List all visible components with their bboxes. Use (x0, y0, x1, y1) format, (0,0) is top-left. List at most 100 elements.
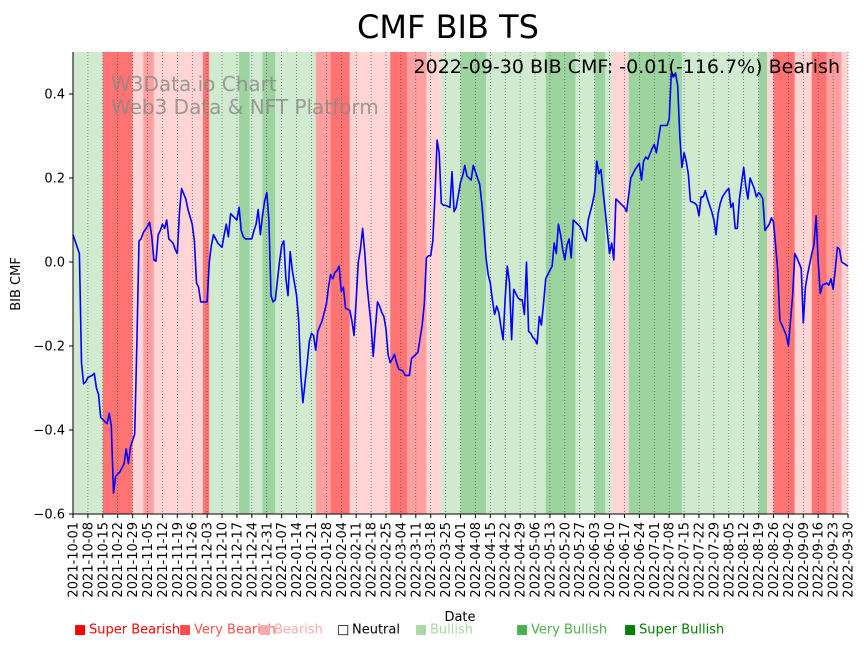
regime-band-36 (841, 52, 848, 514)
regime-band-22 (594, 52, 606, 514)
regime-band-29 (745, 52, 759, 514)
regime-band-25 (628, 52, 682, 514)
regime-band-6 (209, 52, 240, 514)
x-tick-label: 2021-10-15 (96, 522, 111, 598)
x-tick-label: 2022-09-30 (842, 522, 857, 598)
legend-label-1: Very Bearish (194, 623, 276, 638)
x-tick-label: 2022-05-27 (573, 522, 588, 598)
y-axis-label: BIB CMF (9, 257, 24, 311)
x-tick-label: 2021-12-24 (245, 522, 260, 598)
x-tick-label: 2022-05-13 (543, 522, 558, 598)
regime-band-7 (239, 52, 250, 514)
regime-band-20 (545, 52, 576, 514)
y-tick-label: −0.4 (33, 424, 65, 439)
regime-band-32 (773, 52, 795, 514)
x-tick-label: 2022-07-08 (663, 522, 678, 598)
x-tick-label: 2022-09-09 (797, 522, 812, 598)
regime-band-4 (153, 52, 203, 514)
regime-band-13 (349, 52, 391, 514)
x-tick-label: 2022-03-11 (409, 522, 424, 598)
regime-band-5 (202, 52, 210, 514)
regime-band-27 (701, 52, 729, 514)
x-tick-label: 2022-07-29 (707, 522, 722, 598)
x-tick-label: 2021-12-31 (260, 522, 275, 598)
legend-swatch-4: ■ (415, 623, 427, 638)
x-tick-label: 2022-02-11 (350, 522, 365, 598)
regime-band-18 (460, 52, 487, 514)
legend-swatch-3: □ (337, 623, 349, 638)
x-tick-label: 2022-04-08 (469, 522, 484, 598)
x-tick-label: 2022-06-10 (603, 522, 618, 598)
legend-label-3: Neutral (352, 623, 400, 638)
x-tick-label: 2022-01-28 (320, 522, 335, 598)
x-tick-label: 2022-06-17 (618, 522, 633, 598)
x-tick-label: 2021-11-19 (171, 522, 186, 598)
x-tick-label: 2022-09-23 (827, 522, 842, 598)
x-tick-label: 2022-07-15 (678, 522, 693, 598)
regime-band-10 (275, 52, 316, 514)
x-tick-label: 2021-10-08 (81, 522, 96, 598)
x-tick-label: 2021-12-03 (201, 522, 216, 598)
x-tick-label: 2021-12-10 (216, 522, 231, 598)
cmf-series-line (72, 72, 849, 494)
legend: ■ Super Bearish■ Very Bearish■ Bearish □ Neut… (74, 623, 724, 638)
legend-label-5: Very Bullish (531, 623, 607, 638)
x-tick-label: 2022-03-25 (439, 522, 454, 598)
x-tick-label: 2022-01-14 (290, 522, 305, 598)
x-tick-label: 2022-08-05 (722, 522, 737, 598)
x-tick-label: 2022-07-22 (692, 522, 707, 598)
regime-band-30 (758, 52, 768, 514)
x-tick-label: 2022-03-18 (424, 522, 439, 598)
x-tick-label: 2021-12-17 (230, 522, 245, 598)
x-tick-label: 2022-05-06 (529, 522, 544, 598)
regime-bands (73, 52, 848, 514)
regime-band-31 (767, 52, 774, 514)
x-tick-label: 2022-04-22 (499, 522, 514, 598)
x-tick-label: 2022-08-12 (737, 522, 752, 598)
regime-band-3 (143, 52, 154, 514)
y-tick-label: −0.2 (33, 340, 65, 355)
legend-swatch-1: ■ (179, 623, 191, 638)
legend-label-4: Bullish (430, 623, 473, 638)
legend-label-6: Super Bullish (639, 623, 724, 638)
regime-band-26 (681, 52, 702, 514)
watermark-line-2: Web3 Data & NFT Platform (111, 95, 379, 119)
regime-band-15 (407, 52, 427, 514)
y-tick-label: 0.2 (44, 172, 65, 187)
chart-title: CMF BIB TS (357, 8, 539, 46)
regime-band-17 (441, 52, 461, 514)
y-tick-label: 0.4 (44, 88, 65, 103)
x-tick-label: 2021-11-26 (186, 522, 201, 598)
x-tick-label: 2022-04-01 (454, 522, 469, 598)
regime-band-11 (315, 52, 331, 514)
regime-band-28 (728, 52, 746, 514)
regime-band-24 (611, 52, 629, 514)
regime-band-21 (575, 52, 595, 514)
x-tick-label: 2022-01-21 (305, 522, 320, 598)
latest-value-annotation: 2022-09-30 BIB CMF: -0.01(-116.7%) Beari… (414, 56, 840, 78)
x-tick-labels: 2021-10-01 2021-10-08 2021-10-15 2021-10-22… (67, 514, 857, 598)
x-tick-label: 2022-09-02 (782, 522, 797, 598)
legend-label-0: Super Bearish (89, 623, 180, 638)
vertical-gridlines (72, 52, 849, 514)
x-tick-label: 2022-02-04 (335, 522, 350, 598)
x-tick-label: 2022-04-29 (514, 522, 529, 598)
regime-band-14 (390, 52, 408, 514)
x-tick-label: 2021-11-12 (156, 522, 171, 598)
x-tick-label: 2022-04-15 (484, 522, 499, 598)
regime-band-9 (262, 52, 276, 514)
x-tick-label: 2021-10-29 (126, 522, 141, 598)
x-tick-label: 2022-02-18 (365, 522, 380, 598)
x-tick-label: 2021-10-22 (111, 522, 126, 598)
watermark-line-1: W3Data.io Chart (111, 72, 277, 96)
x-tick-label: 2022-06-03 (588, 522, 603, 598)
regime-band-19 (486, 52, 546, 514)
regime-band-23 (605, 52, 612, 514)
series-line-layer (72, 72, 849, 494)
legend-label-2: Bearish (274, 623, 323, 638)
x-tick-label: 2021-11-05 (141, 522, 156, 598)
legend-swatch-0: ■ (74, 623, 86, 638)
x-tick-label: 2022-03-04 (394, 522, 409, 598)
y-tick-label: −0.6 (33, 508, 65, 523)
